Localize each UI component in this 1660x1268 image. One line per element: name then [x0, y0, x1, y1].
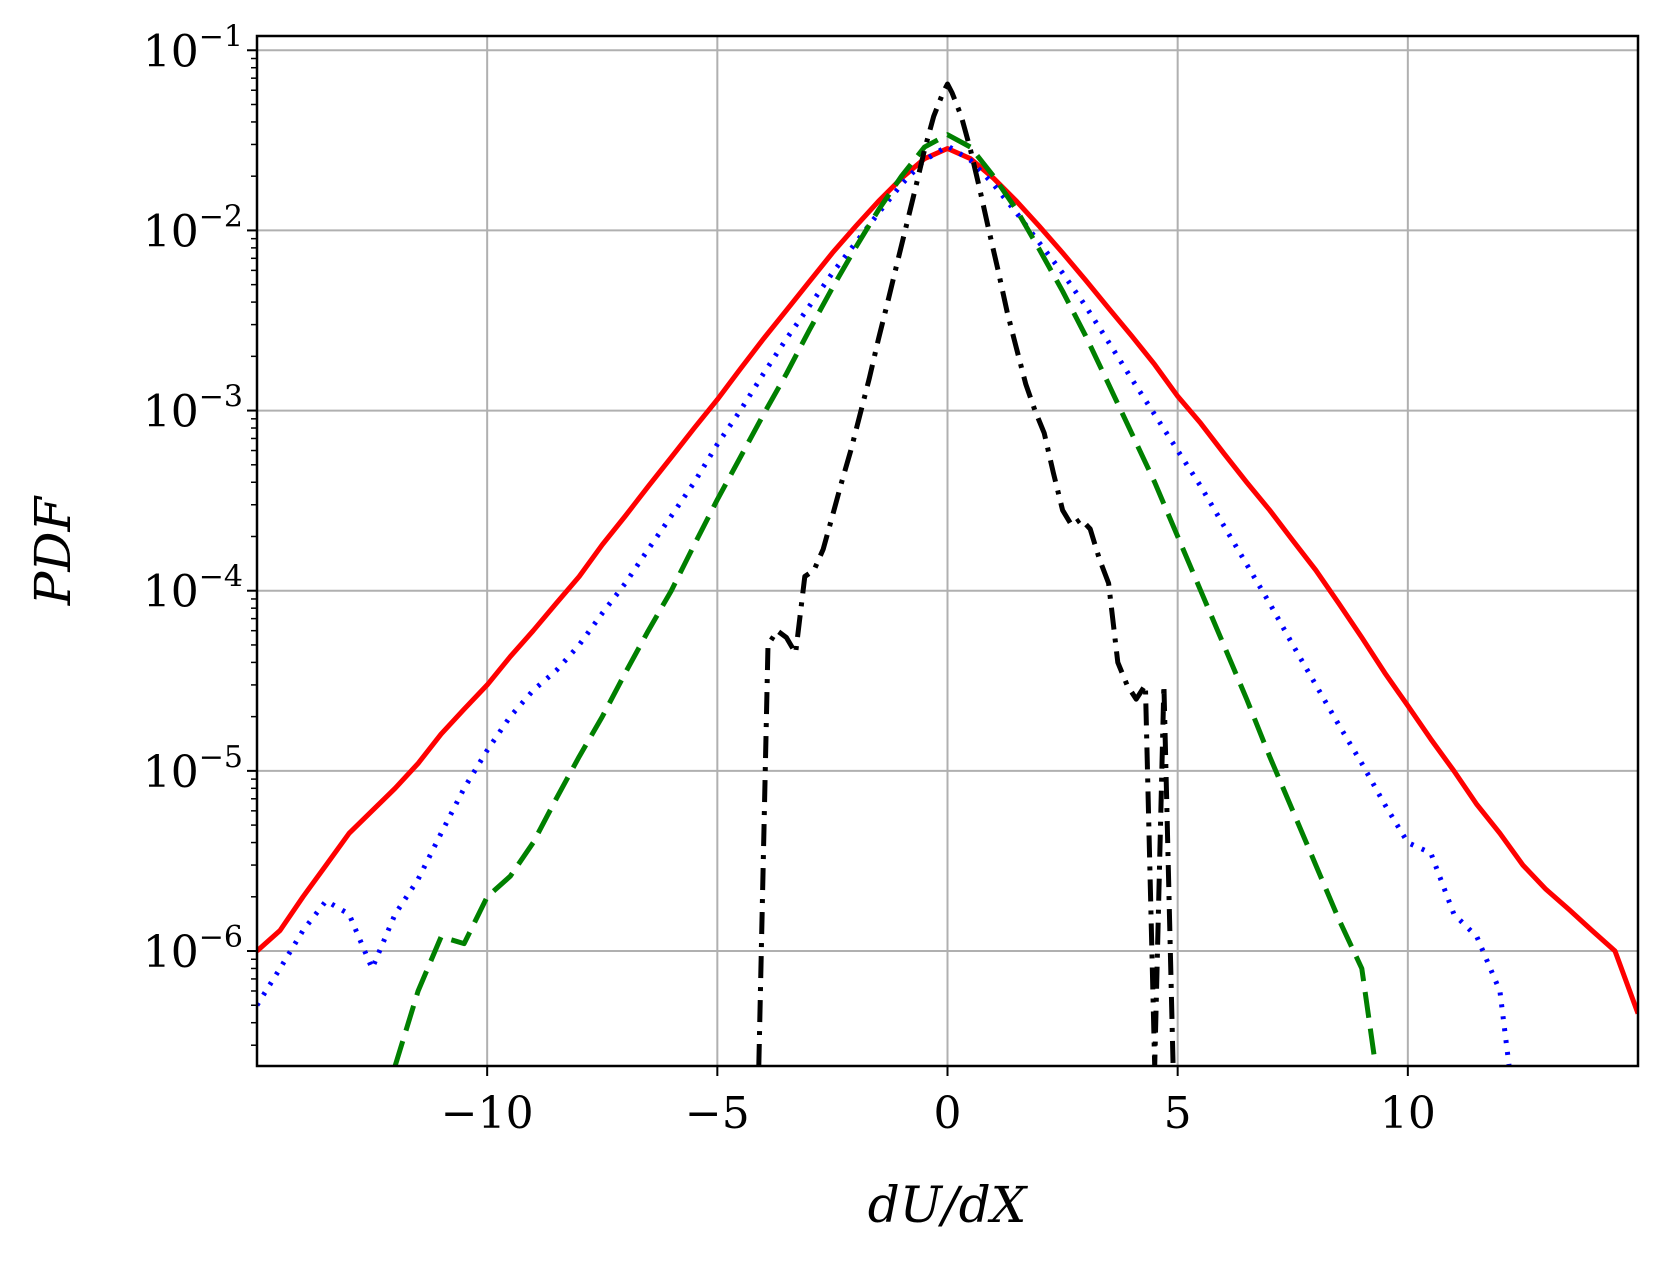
y-tick-exponent: −2 [199, 199, 243, 234]
y-tick-base: 10 [143, 387, 199, 438]
series-line-dashdot [756, 81, 1176, 1066]
y-tick-label: 10−4 [143, 560, 243, 618]
y-tick-label: 10−1 [143, 19, 243, 77]
x-tick-label: 0 [934, 1088, 962, 1139]
y-tick-label: 10−2 [143, 199, 243, 257]
y-tick-label: 10−5 [143, 740, 243, 798]
y-tick-exponent: −3 [199, 380, 243, 415]
y-axis-title: PDF [24, 494, 82, 606]
series-line-solid [257, 146, 1638, 1015]
y-tick-exponent: −4 [199, 560, 243, 595]
x-axis-title: dU/dX [868, 1176, 1029, 1234]
x-tick-label: −5 [685, 1088, 750, 1139]
x-tick-label: 5 [1164, 1088, 1192, 1139]
y-tick-base: 10 [143, 26, 199, 77]
y-tick-exponent: −1 [199, 19, 243, 54]
x-tick-label: 10 [1380, 1088, 1436, 1139]
y-tick-exponent: −5 [199, 740, 243, 775]
y-tick-labels: 10−610−510−410−310−210−1 [143, 19, 243, 978]
y-tick-exponent: −6 [199, 920, 243, 955]
series-line-dashed [392, 132, 1379, 1066]
series-group [257, 81, 1638, 1066]
y-tick-label: 10−6 [143, 920, 243, 978]
grid [257, 36, 1638, 1066]
tick-marks [247, 49, 1409, 1076]
y-tick-base: 10 [143, 927, 199, 978]
x-tick-label: −10 [441, 1088, 534, 1139]
y-tick-label: 10−3 [143, 380, 243, 438]
plot-frame [255, 34, 1640, 1068]
y-tick-base: 10 [143, 567, 199, 618]
y-tick-base: 10 [143, 206, 199, 257]
series-line-dotted [257, 143, 1512, 1066]
x-tick-labels: −10 −5 0 5 10 [441, 1088, 1436, 1139]
y-tick-base: 10 [143, 747, 199, 798]
